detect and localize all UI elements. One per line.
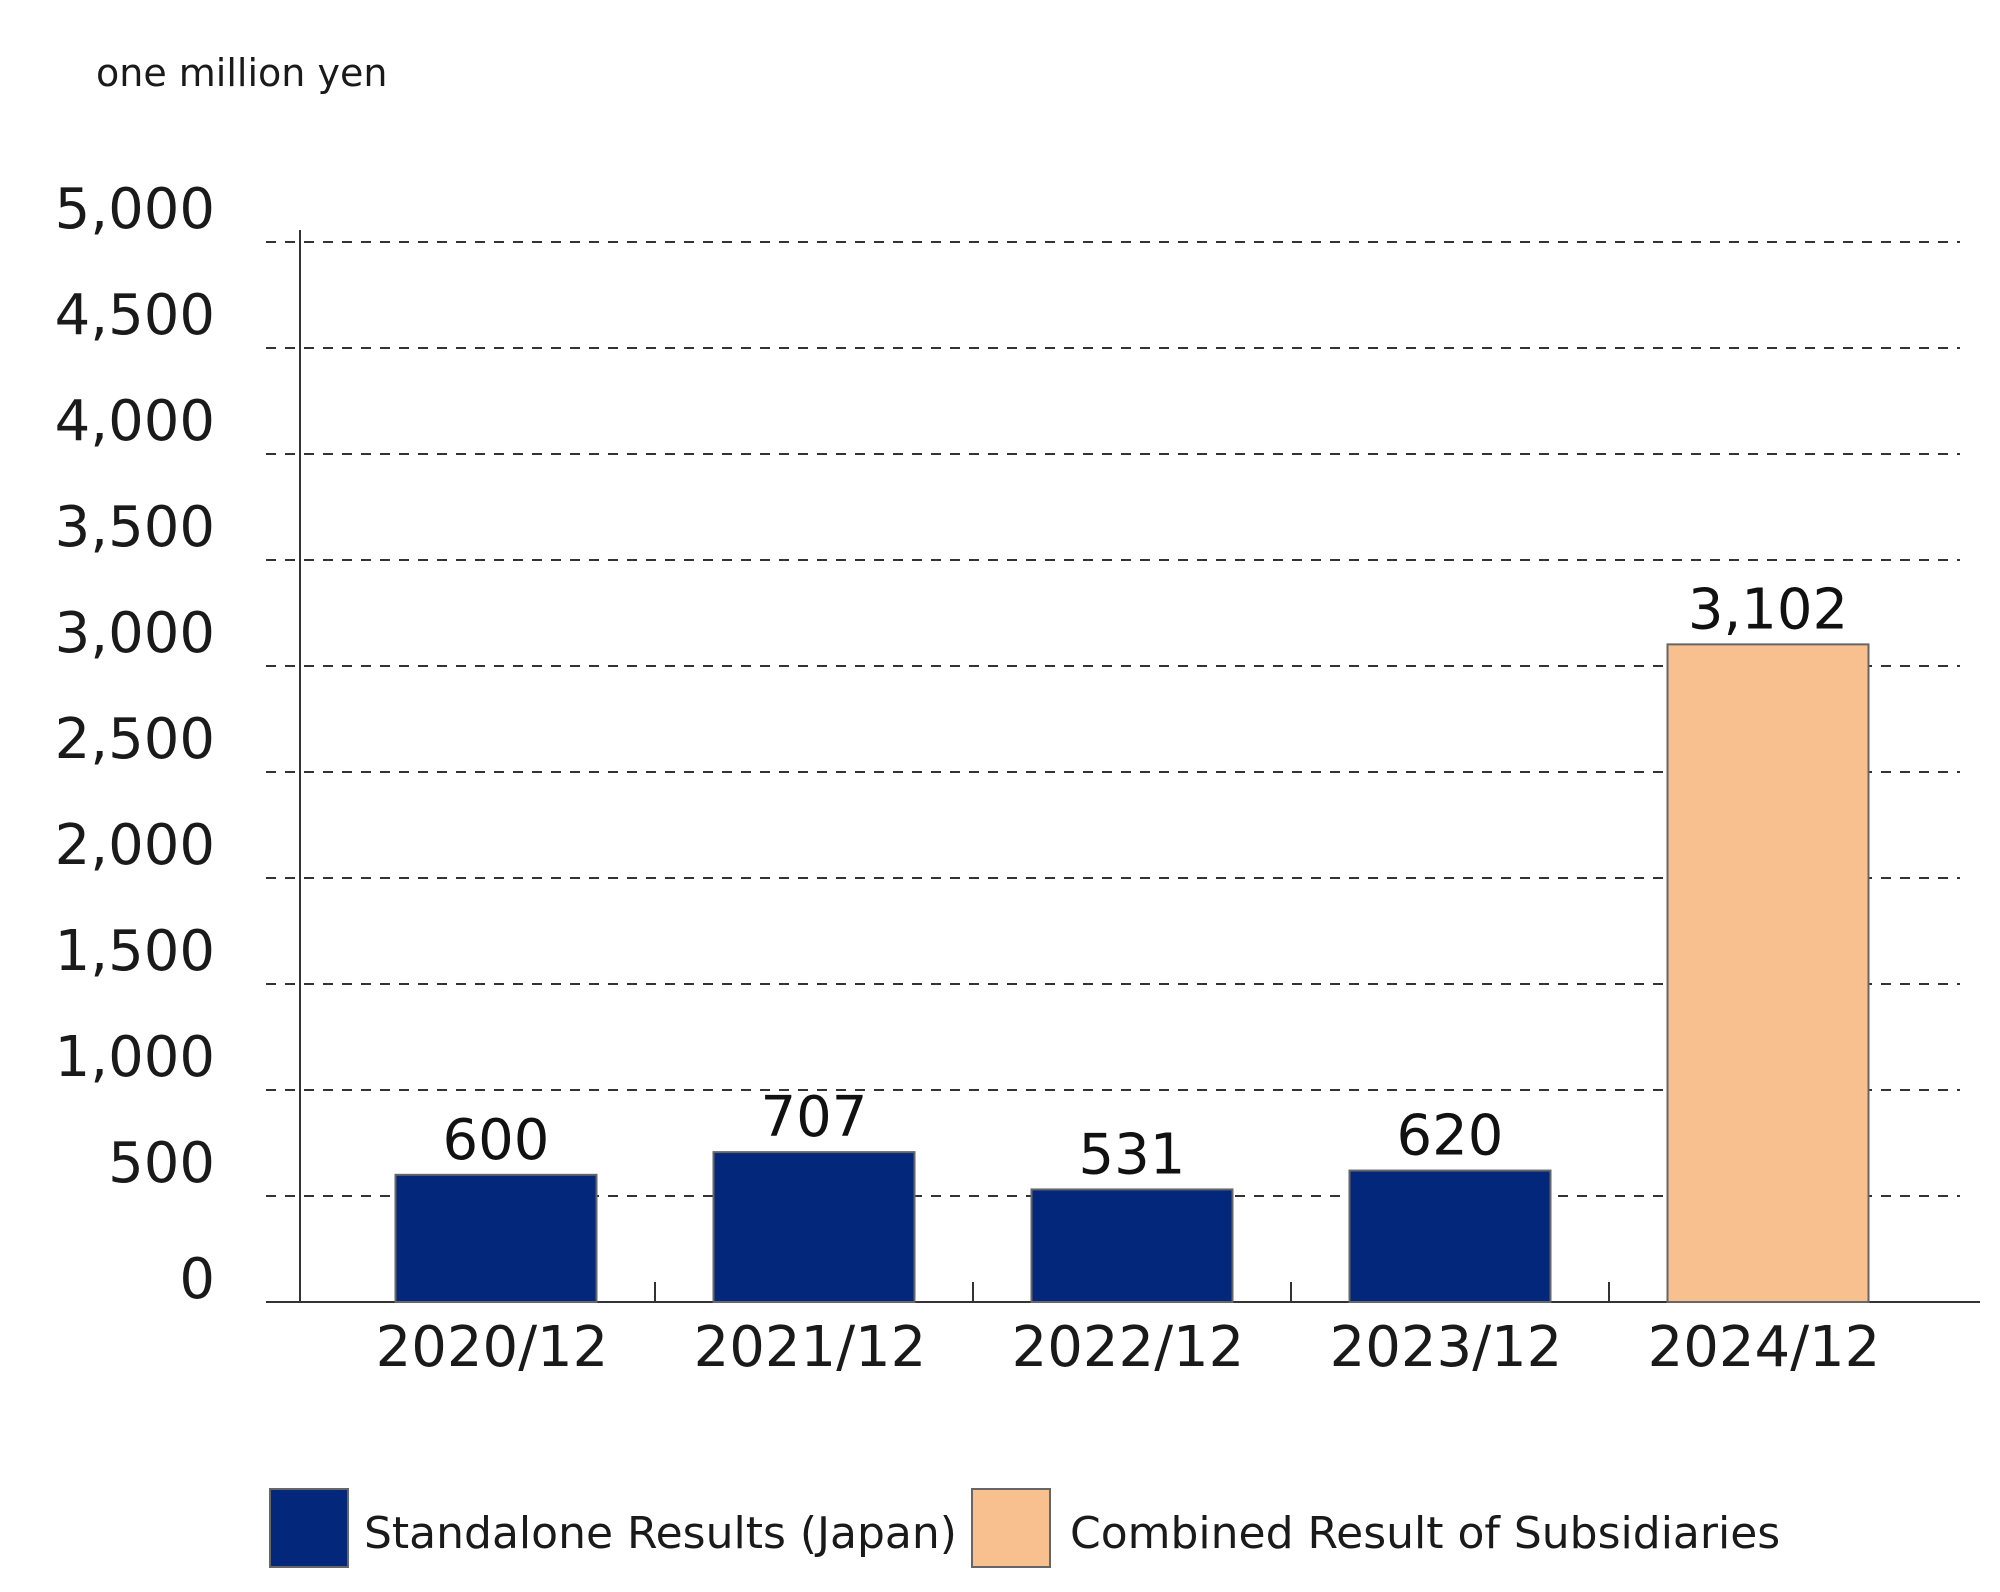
x-tick-label: 2024/12 [1648,1315,1881,1380]
x-tick-label: 2023/12 [1330,1315,1563,1380]
y-tick-label: 0 [179,1247,215,1312]
y-tick-label: 4,000 [55,389,215,454]
bar-2024-12 [1666,643,1870,1303]
data-label: 531 [1079,1122,1186,1187]
data-label: 3,102 [1688,577,1848,642]
y-tick-label: 5,000 [55,177,215,242]
legend-swatch-subsidiaries [971,1488,1051,1568]
legend: Standalone Results (Japan) Combined Resul… [269,1488,1780,1568]
y-tick-label: 1,000 [55,1025,215,1090]
legend-label-subsidiaries: Combined Result of Subsidiaries [1070,1508,1780,1559]
x-tick-label: 2022/12 [1012,1315,1245,1380]
y-tick-label: 4,500 [55,283,215,348]
y-tick-label: 3,000 [55,601,215,666]
data-label: 620 [1397,1104,1504,1169]
data-label: 600 [443,1108,550,1173]
legend-swatch-standalone [269,1488,349,1568]
x-tick-labels: 2020/12 2021/12 2022/12 2023/12 2024/12 [376,1315,1881,1380]
bar-2023-12 [1348,1169,1552,1304]
bar-2022-12 [1030,1188,1234,1303]
data-label: 707 [761,1085,868,1150]
y-tick-label: 2,000 [55,813,215,878]
y-tick-label: 3,500 [55,495,215,560]
unit-label: one million yen [96,51,387,95]
x-tick-label: 2021/12 [694,1315,927,1380]
y-tick-labels: 0 500 1,000 1,500 2,000 2,500 3,000 3,500 4,000 4… [55,177,215,1312]
bar-2021-12 [712,1151,916,1303]
bars [394,643,1870,1304]
legend-label-standalone: Standalone Results (Japan) [364,1508,957,1559]
bar-2020-12 [394,1173,598,1304]
x-tick-label: 2020/12 [376,1315,609,1380]
y-tick-label: 2,500 [55,707,215,772]
y-tick-label: 1,500 [55,919,215,984]
y-tick-label: 500 [108,1131,215,1196]
data-labels: 600 707 531 620 3,102 [443,577,1849,1187]
